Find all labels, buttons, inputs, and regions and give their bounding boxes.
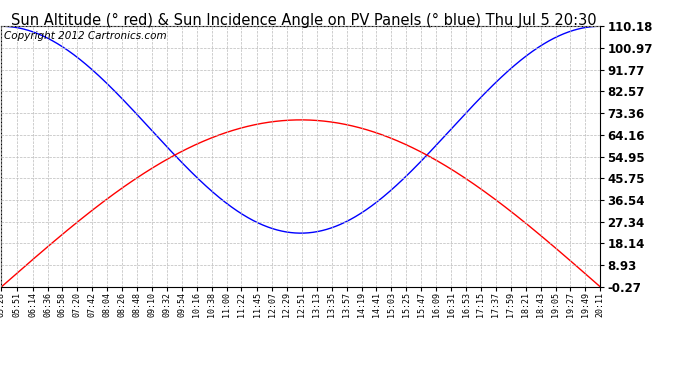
Text: Sun Altitude (° red) & Sun Incidence Angle on PV Panels (° blue) Thu Jul 5 20:30: Sun Altitude (° red) & Sun Incidence Ang… [11, 13, 596, 28]
Text: Copyright 2012 Cartronics.com: Copyright 2012 Cartronics.com [4, 32, 167, 42]
